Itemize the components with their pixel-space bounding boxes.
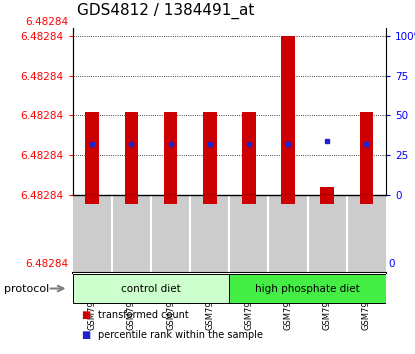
Bar bbox=[203, 112, 217, 195]
Bar bbox=[242, 112, 256, 195]
Bar bbox=[85, 195, 99, 204]
Text: control diet: control diet bbox=[121, 284, 181, 293]
Text: transformed count: transformed count bbox=[98, 310, 188, 320]
Text: ■: ■ bbox=[81, 310, 90, 320]
Bar bbox=[203, 195, 217, 204]
Bar bbox=[320, 195, 334, 204]
Bar bbox=[320, 187, 334, 195]
Text: 0: 0 bbox=[388, 259, 395, 269]
Bar bbox=[281, 36, 295, 195]
Bar bbox=[124, 112, 138, 195]
Text: protocol: protocol bbox=[4, 284, 49, 293]
Bar bbox=[242, 195, 256, 204]
Bar bbox=[85, 112, 99, 195]
Text: ■: ■ bbox=[81, 330, 90, 339]
Text: percentile rank within the sample: percentile rank within the sample bbox=[98, 330, 263, 339]
Bar bbox=[164, 195, 177, 204]
Bar bbox=[124, 195, 138, 204]
Text: high phosphate diet: high phosphate diet bbox=[255, 284, 360, 293]
Text: 6.48284: 6.48284 bbox=[25, 17, 68, 27]
Bar bbox=[359, 195, 373, 204]
Text: GDS4812 / 1384491_at: GDS4812 / 1384491_at bbox=[77, 3, 254, 19]
FancyBboxPatch shape bbox=[73, 274, 229, 303]
Bar bbox=[281, 195, 295, 204]
Text: 6.48284: 6.48284 bbox=[25, 259, 68, 269]
FancyBboxPatch shape bbox=[229, 274, 386, 303]
Bar bbox=[359, 112, 373, 195]
Bar bbox=[164, 112, 177, 195]
